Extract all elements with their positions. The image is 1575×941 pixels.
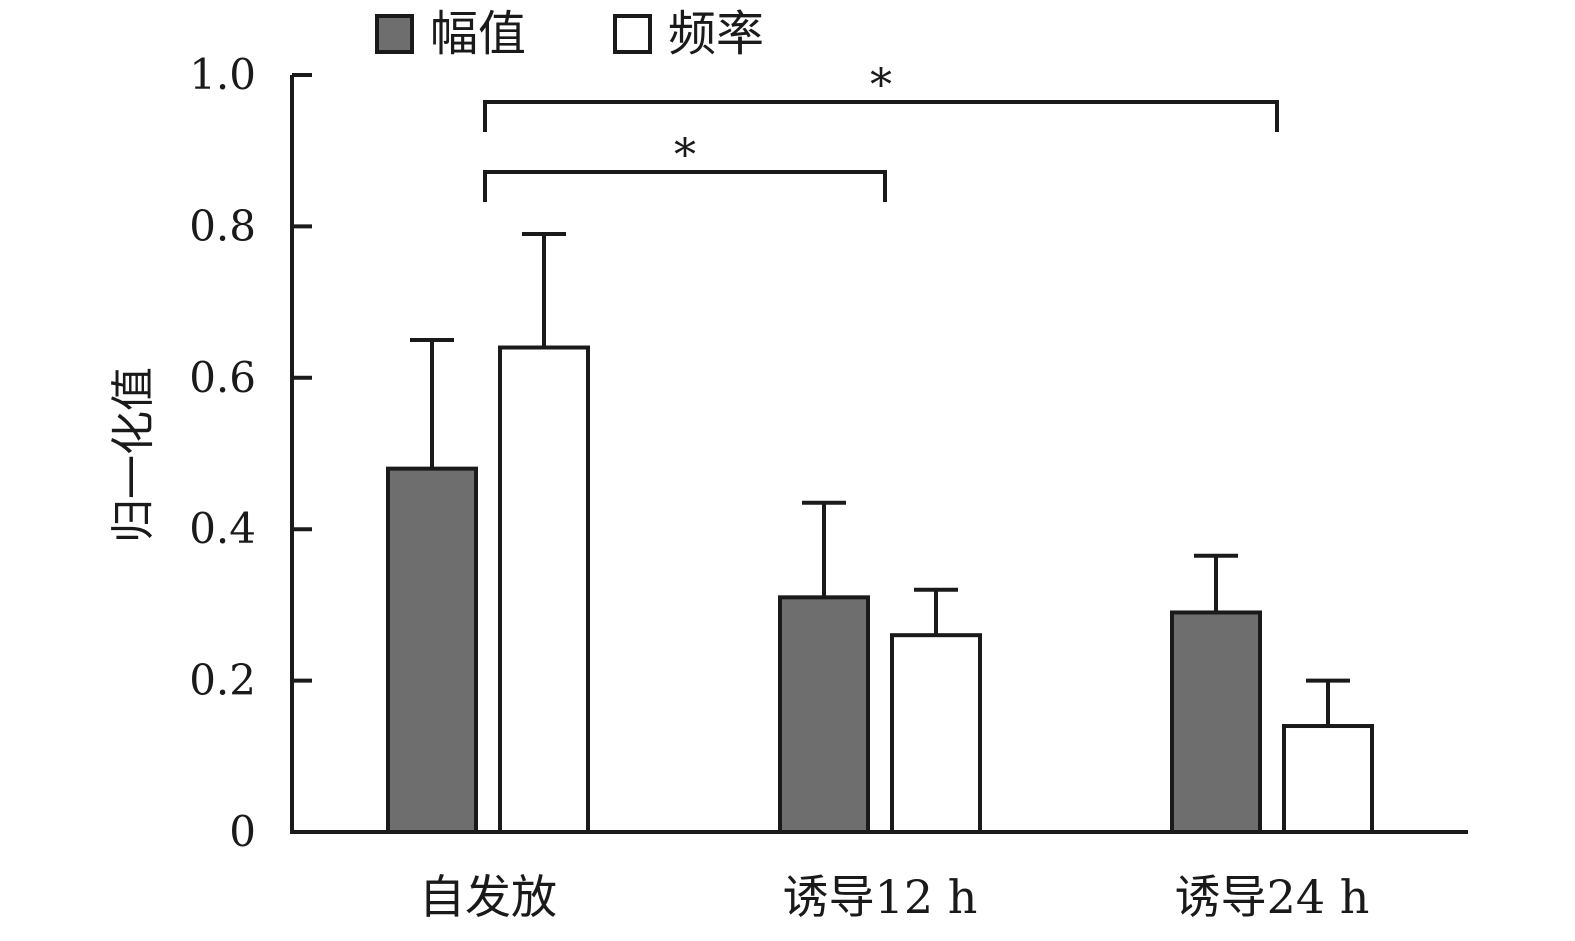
significance-bracket	[483, 170, 887, 202]
x-category-label: 诱导24 h	[1175, 870, 1370, 924]
legend-label-amplitude: 幅值	[430, 6, 526, 62]
y-tick-label: 1.0	[189, 50, 256, 99]
significance-star: *	[870, 60, 892, 111]
y-axis-label: 归一化值	[108, 367, 159, 543]
y-tick-label: 0.8	[189, 201, 256, 250]
x-category-label: 自发放	[419, 870, 557, 924]
legend-swatch-amplitude	[375, 14, 414, 54]
bar-frequency	[498, 345, 590, 834]
bar-amplitude	[778, 595, 870, 835]
legend-swatch-frequency	[613, 14, 652, 54]
bar-frequency	[890, 633, 982, 834]
y-tick-label: 0.4	[189, 504, 256, 553]
y-tick-label: 0	[229, 807, 256, 856]
legend: 幅值 频率	[375, 6, 764, 62]
x-category-label: 诱导12 h	[783, 870, 978, 924]
bar-amplitude	[386, 466, 478, 834]
y-tick-label: 0.6	[189, 353, 256, 402]
y-tick-label: 0.2	[189, 656, 256, 705]
significance-bracket	[483, 100, 1279, 132]
plot-area: 0 0.2 0.4 0.6 0.8 1.0 自发放 诱导12 h 诱导24 h * *	[189, 50, 1468, 924]
significance-star: *	[674, 130, 696, 181]
legend-label-frequency: 频率	[668, 6, 764, 62]
bar-amplitude	[1170, 610, 1262, 834]
bar-frequency	[1282, 724, 1374, 835]
